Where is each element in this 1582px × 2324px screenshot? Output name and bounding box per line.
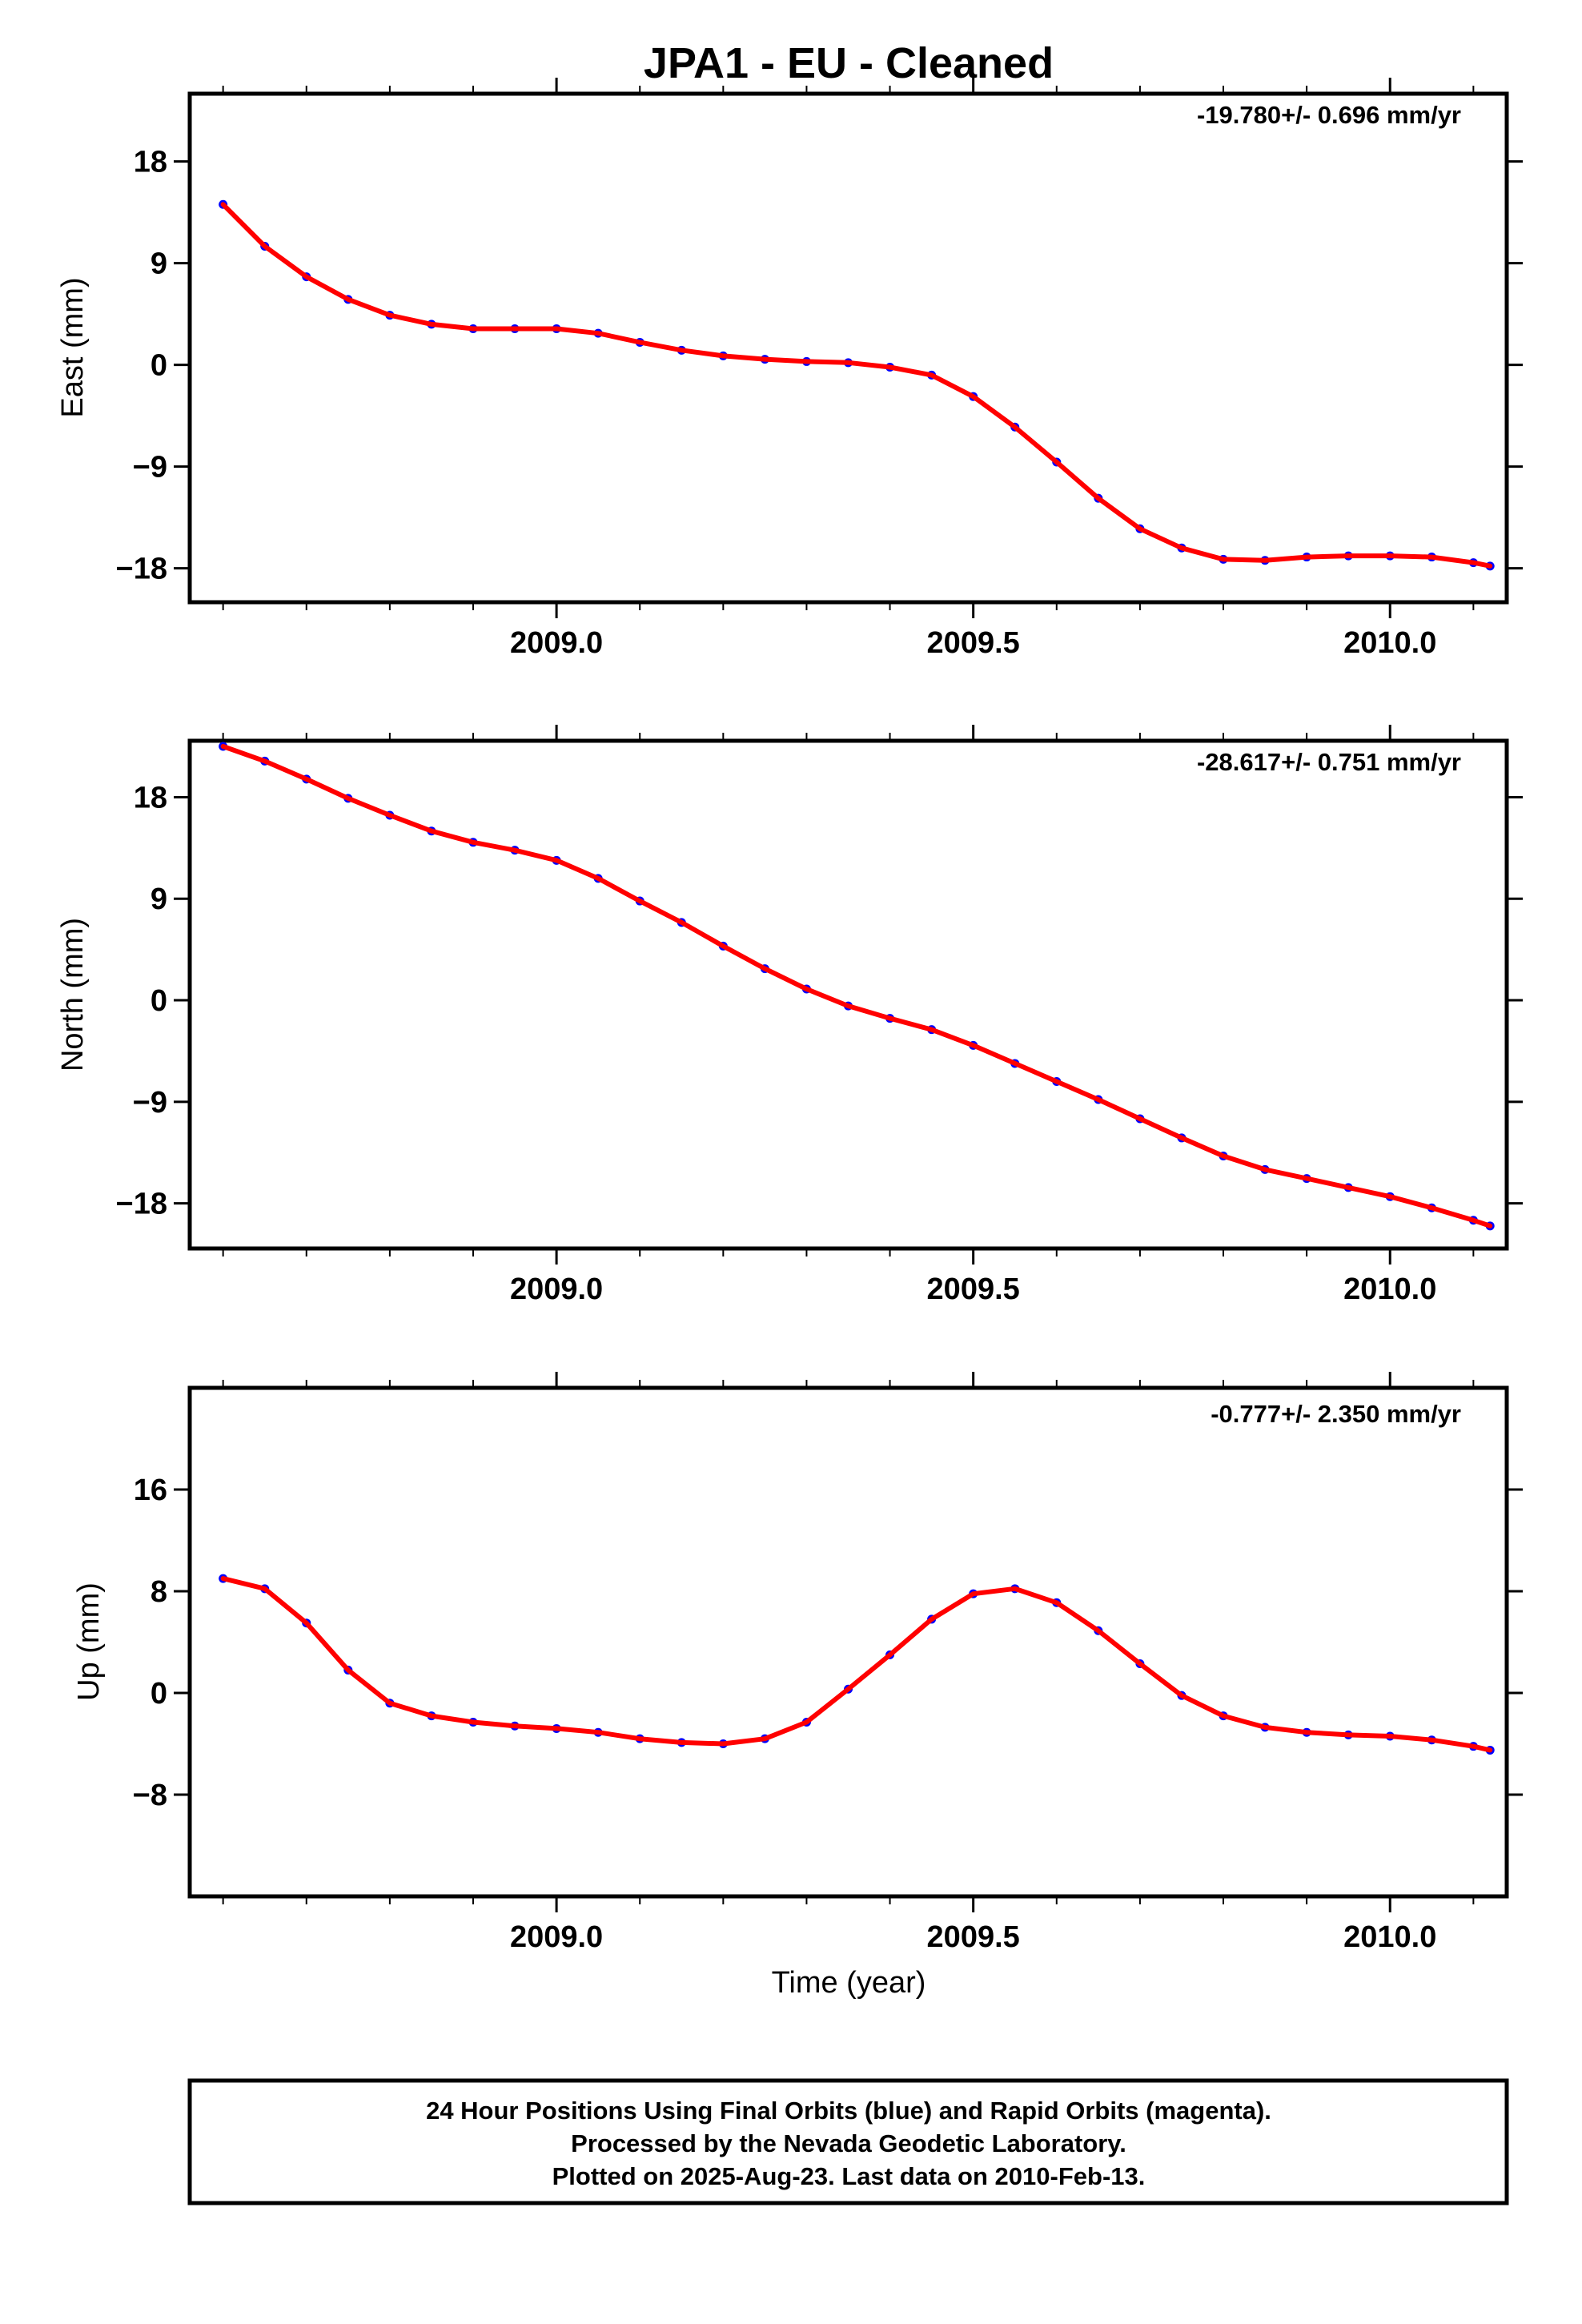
footer-line-2: Processed by the Nevada Geodetic Laborat…	[571, 2129, 1126, 2157]
north-panel: 2009.0 2009.5 2010.0 18 9 0 −9 −18 -28.617+/- 0…	[56, 725, 1523, 1306]
east-y-tick-label: −9	[133, 451, 167, 485]
up-x-tick-label: 2009.0	[510, 1920, 603, 1954]
north-x-tick-label: 2009.0	[510, 1273, 603, 1306]
north-x-tick-label: 2009.5	[927, 1273, 1020, 1306]
north-y-tick-label: −18	[116, 1188, 167, 1221]
up-y-tick-label: −8	[133, 1779, 167, 1812]
up-y-tick-label: 8	[151, 1575, 167, 1609]
north-x-tick-label: 2010.0	[1343, 1273, 1436, 1306]
east-fit-line	[220, 202, 1493, 569]
chart-title: JPA1 - EU - Cleaned	[644, 39, 1054, 87]
footer-frame	[187, 2078, 1509, 2205]
north-plot-frame	[187, 738, 1509, 1251]
east-y-tick-label: −18	[116, 553, 167, 586]
north-fit-line	[220, 744, 1493, 1228]
footer-line-1: 24 Hour Positions Using Final Orbits (bl…	[426, 2097, 1271, 2125]
north-y-axis-label: North (mm)	[56, 918, 90, 1072]
up-x-tick-label: 2009.5	[927, 1920, 1020, 1954]
east-plot-frame	[187, 91, 1509, 605]
east-rate-label: -19.780+/- 0.696 mm/yr	[1197, 101, 1461, 129]
footer-box: 24 Hour Positions Using Final Orbits (bl…	[187, 2078, 1509, 2205]
east-x-tick-label: 2009.5	[927, 626, 1020, 660]
north-y-tick-label: 9	[151, 883, 167, 916]
up-y-tick-label: 0	[151, 1677, 167, 1711]
up-fit-line	[220, 1576, 1493, 1753]
up-plot-frame	[187, 1385, 1509, 1899]
up-y-axis-label: Up (mm)	[72, 1582, 106, 1701]
up-x-tick-label: 2010.0	[1343, 1920, 1436, 1954]
x-axis-label: Time (year)	[772, 1966, 926, 2000]
north-y-tick-label: 18	[134, 781, 167, 814]
up-y-tick-label: 16	[134, 1474, 167, 1507]
east-y-axis-label: East (mm)	[56, 277, 90, 417]
east-x-tick-label: 2009.0	[510, 626, 603, 660]
east-y-tick-label: 0	[151, 349, 167, 383]
east-y-tick-label: 9	[151, 247, 167, 281]
up-panel: 2009.0 2009.5 2010.0 16 8 0 −8 -0.777+/- 2.350…	[72, 1372, 1523, 2000]
up-rate-label: -0.777+/- 2.350 mm/yr	[1211, 1400, 1461, 1428]
footer-line-3: Plotted on 2025-Aug-23. Last data on 201…	[552, 2162, 1146, 2190]
north-y-tick-label: −9	[133, 1086, 167, 1120]
east-x-tick-label: 2010.0	[1343, 626, 1436, 660]
north-y-tick-label: 0	[151, 984, 167, 1018]
east-panel: 2009.0 2009.5 2010.0 18 9 0 −9 −18 -19.780+/- 0…	[56, 78, 1523, 660]
east-y-tick-label: 18	[134, 146, 167, 179]
north-rate-label: -28.617+/- 0.751 mm/yr	[1197, 748, 1461, 776]
